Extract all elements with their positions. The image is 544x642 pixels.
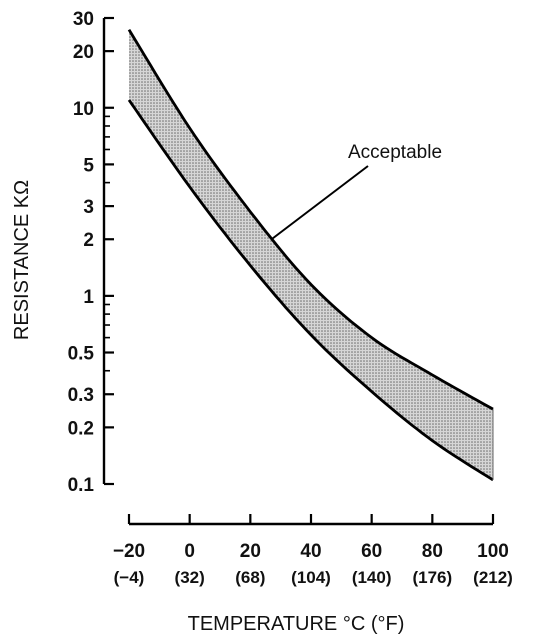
- y-axis-ticks: 30 20 10 5 3 2 1 0.5 0.3 0.2 0.1: [68, 9, 114, 496]
- x-tick-label: 60: [361, 541, 382, 562]
- band-lower-line: [127, 99, 494, 482]
- y-tick-label: 3: [83, 197, 94, 218]
- x-tick-fahrenheit-label: (−4): [114, 568, 145, 587]
- x-tick-label: 80: [422, 541, 443, 562]
- x-tick-fahrenheit-label: (176): [412, 568, 452, 587]
- x-tick-label: 40: [300, 541, 321, 562]
- acceptable-band: [127, 28, 494, 482]
- y-tick-label: 30: [73, 9, 94, 30]
- x-tick-fahrenheit-label: (140): [352, 568, 392, 587]
- x-tick-fahrenheit-label: (32): [175, 568, 205, 587]
- y-tick-label: 20: [73, 42, 94, 63]
- annotation-label: Acceptable: [348, 142, 442, 163]
- x-tick-label: 20: [240, 541, 261, 562]
- y-tick-label: 0.1: [68, 475, 95, 496]
- x-tick-label: −20: [113, 541, 145, 562]
- x-tick-fahrenheit-label: (212): [473, 568, 513, 587]
- band-upper-line: [127, 28, 494, 411]
- band-fill: [129, 29, 493, 480]
- y-tick-label: 1: [83, 287, 94, 308]
- y-tick-label: 0.2: [68, 418, 94, 439]
- y-tick-label: 5: [83, 155, 94, 176]
- x-tick-label: 100: [477, 541, 509, 562]
- y-tick-label: 10: [73, 99, 94, 120]
- x-tick-label: 0: [184, 541, 195, 562]
- y-tick-label: 2: [83, 230, 94, 251]
- x-tick-fahrenheit-label: (104): [291, 568, 331, 587]
- y-tick-label: 0.3: [68, 385, 94, 406]
- annotation-leader-line: [270, 165, 369, 241]
- y-axis-title: RESISTANCE KΩ: [11, 180, 33, 340]
- x-axis-ticks: −20 (−4) 0 (32) 20 (68) 40 (104) 60 (140) 80 (176) 1…: [113, 514, 513, 587]
- y-tick-label: 0.5: [68, 344, 95, 365]
- x-axis-title: TEMPERATURE °C (°F): [188, 613, 405, 635]
- annotations: Acceptable: [270, 142, 442, 241]
- x-tick-fahrenheit-label: (68): [235, 568, 265, 587]
